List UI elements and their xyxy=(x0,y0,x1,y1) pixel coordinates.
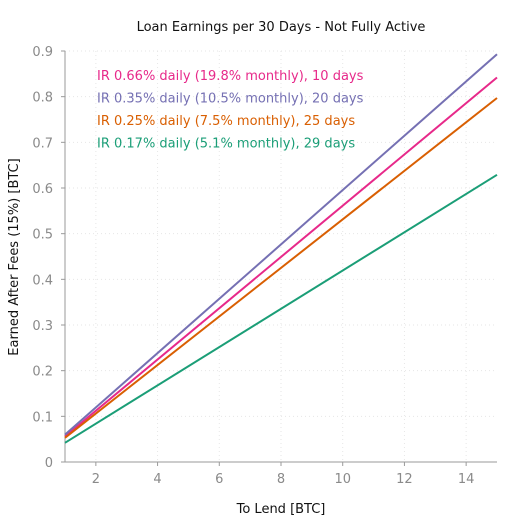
axes: 0 0.1 0.2 0.3 0.4 0.5 0.6 0.7 0.8 0.9 2 4 6 8 10 12 14 xyxy=(32,45,497,487)
y-tick-label: 0.5 xyxy=(32,228,53,243)
legend-entry-1: IR 0.66% daily (19.8% monthly), 10 days xyxy=(97,69,364,84)
series-lines xyxy=(64,53,498,444)
x-tick-label: 14 xyxy=(458,472,475,487)
x-tick-label: 8 xyxy=(277,472,285,487)
x-axis-label: To Lend [BTC] xyxy=(236,502,326,517)
grid xyxy=(65,50,497,462)
y-tick-label: 0 xyxy=(45,456,53,471)
x-tick-label: 2 xyxy=(92,472,100,487)
y-tick-label: 0.7 xyxy=(32,136,53,151)
chart-title: Loan Earnings per 30 Days - Not Fully Ac… xyxy=(137,20,426,35)
y-tick-label: 0.4 xyxy=(32,273,53,288)
legend-entry-2: IR 0.35% daily (10.5% monthly), 20 days xyxy=(97,92,364,107)
y-tick-label: 0.9 xyxy=(32,45,53,60)
series-line-2 xyxy=(64,53,498,436)
series-line-4 xyxy=(64,173,498,444)
y-tick-label: 0.8 xyxy=(32,91,53,106)
y-tick-label: 0.3 xyxy=(32,319,53,334)
x-tick-label: 6 xyxy=(215,472,223,487)
series-line-3 xyxy=(64,97,498,439)
y-tick-label: 0.1 xyxy=(32,410,53,425)
x-tick-label: 10 xyxy=(334,472,351,487)
legend-entry-3: IR 0.25% daily (7.5% monthly), 25 days xyxy=(97,114,355,129)
legend-entry-4: IR 0.17% daily (5.1% monthly), 29 days xyxy=(97,137,355,152)
y-tick-label: 0.2 xyxy=(32,365,53,380)
x-tick-label: 12 xyxy=(396,472,413,487)
y-axis-label: Earned After Fees (15%) [BTC] xyxy=(7,158,22,355)
y-tick-label: 0.6 xyxy=(32,182,53,197)
legend: IR 0.66% daily (19.8% monthly), 10 days I… xyxy=(97,69,364,152)
x-tick-label: 4 xyxy=(153,472,161,487)
series-line-1 xyxy=(64,76,498,438)
